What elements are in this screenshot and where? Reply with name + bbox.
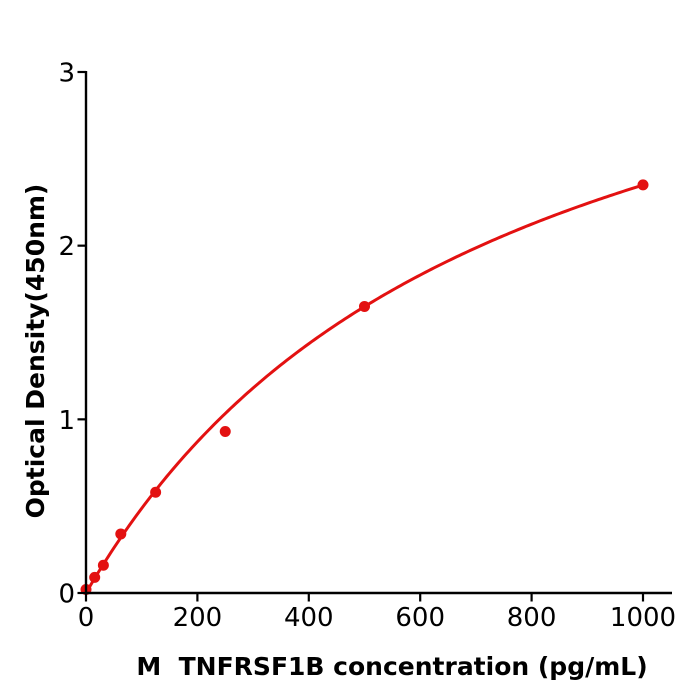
y-axis-label: Optical Density(450nm) [21, 184, 50, 519]
x-tick-label: 1000 [610, 603, 676, 633]
x-tick-label: 600 [395, 603, 445, 633]
axes-layer: 0 200 400 600 800 1000 0 1 2 3 [58, 59, 676, 634]
curve-layer [80, 179, 649, 596]
axes-spines [84, 71, 672, 595]
x-axis-label: M TNFRSF1B concentration (pg/mL) [136, 652, 647, 681]
data-point [89, 571, 101, 583]
data-point [150, 486, 162, 498]
x-tick-label: 800 [507, 603, 557, 633]
standard-curve-line [84, 183, 645, 595]
data-point [637, 179, 649, 191]
data-point [219, 425, 231, 437]
data-point [97, 559, 109, 571]
y-tick-label: 3 [58, 59, 75, 89]
x-tick-label: 400 [284, 603, 334, 633]
x-tick-label: 200 [173, 603, 223, 633]
y-tick-label: 1 [58, 406, 75, 436]
data-point [359, 300, 370, 312]
y-tick-label: 0 [58, 580, 75, 610]
y-tick-label: 2 [58, 232, 75, 262]
x-tick-label: 0 [78, 603, 95, 633]
data-point [115, 528, 127, 540]
